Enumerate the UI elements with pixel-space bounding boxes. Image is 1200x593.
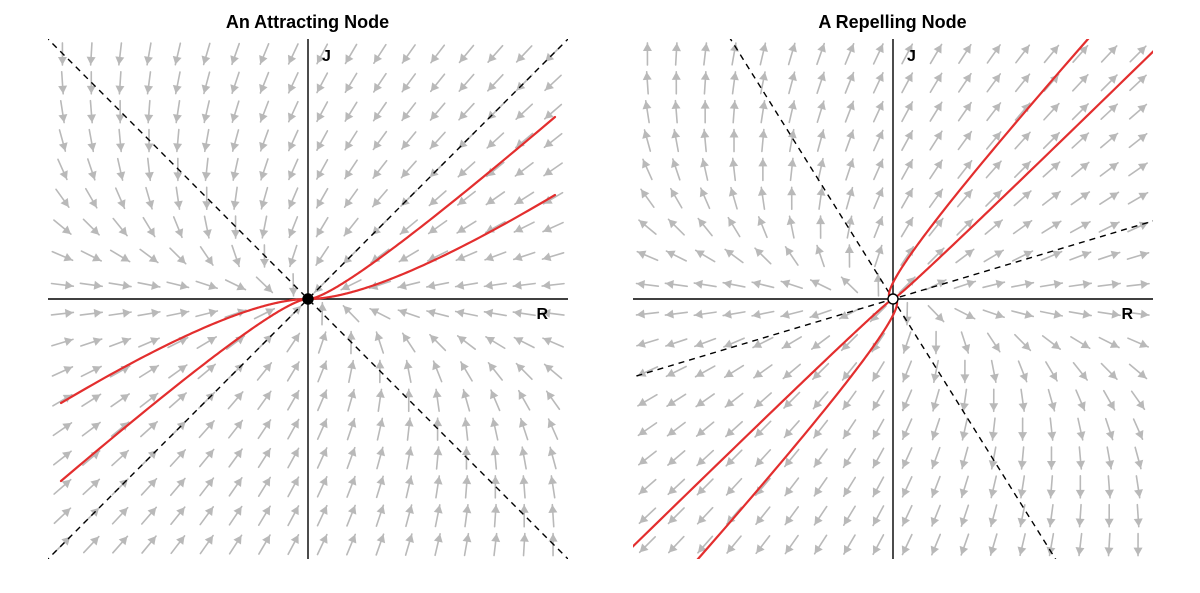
x-axis-label: R — [1121, 306, 1133, 323]
repelling-node-marker — [888, 294, 898, 304]
right-plot-container: JR — [633, 39, 1153, 559]
y-axis-label: J — [907, 48, 916, 65]
right-phase-portrait: JR — [633, 39, 1153, 559]
y-axis-label: J — [322, 48, 331, 65]
left-panel: An Attracting Node JR — [30, 0, 585, 593]
right-panel: A Repelling Node JR — [615, 0, 1170, 593]
page-root: An Attracting Node JR A Repelling Node J… — [0, 0, 1200, 593]
x-axis-label: R — [536, 306, 548, 323]
attracting-node-marker — [303, 294, 313, 304]
right-panel-title: A Repelling Node — [818, 12, 966, 33]
left-plot-container: JR — [48, 39, 568, 559]
left-phase-portrait: JR — [48, 39, 568, 559]
left-panel-title: An Attracting Node — [226, 12, 389, 33]
